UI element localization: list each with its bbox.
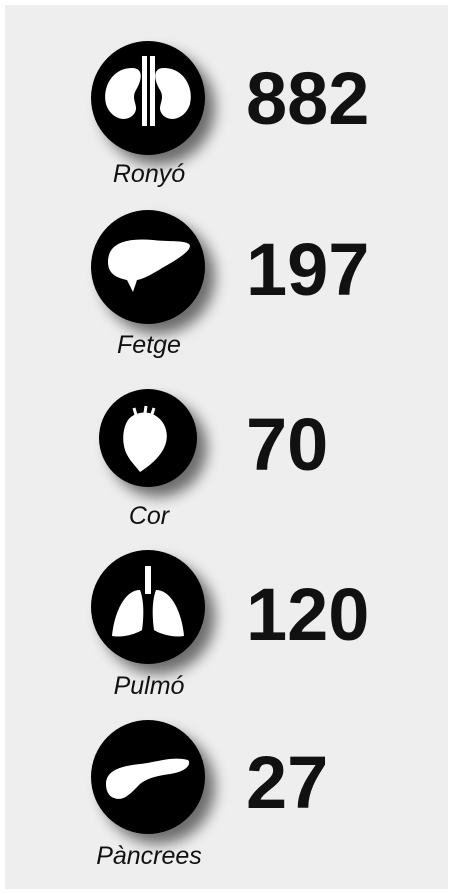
- organ-count: 197: [246, 228, 369, 311]
- organ-label: Cor: [129, 502, 171, 530]
- liver-icon: [91, 210, 205, 324]
- organ-label: Fetge: [117, 331, 181, 359]
- organ-count: 70: [246, 403, 328, 486]
- infographic: Ronyó Fetge Cor Pulmó Pàncrees 882 197 7…: [0, 0, 453, 894]
- heart-icon: [99, 389, 197, 487]
- organ-count: 882: [246, 57, 369, 140]
- organ-count: 120: [246, 573, 369, 656]
- organ-label: Pulmó: [114, 672, 185, 700]
- organ-label: Ronyó: [113, 160, 185, 188]
- lungs-icon: [91, 550, 205, 664]
- organ-count: 27: [246, 741, 328, 824]
- panel: [5, 5, 448, 889]
- kidney-icon: [91, 41, 205, 155]
- organ-label: Pàncrees: [96, 842, 202, 870]
- pancreas-icon: [91, 720, 205, 834]
